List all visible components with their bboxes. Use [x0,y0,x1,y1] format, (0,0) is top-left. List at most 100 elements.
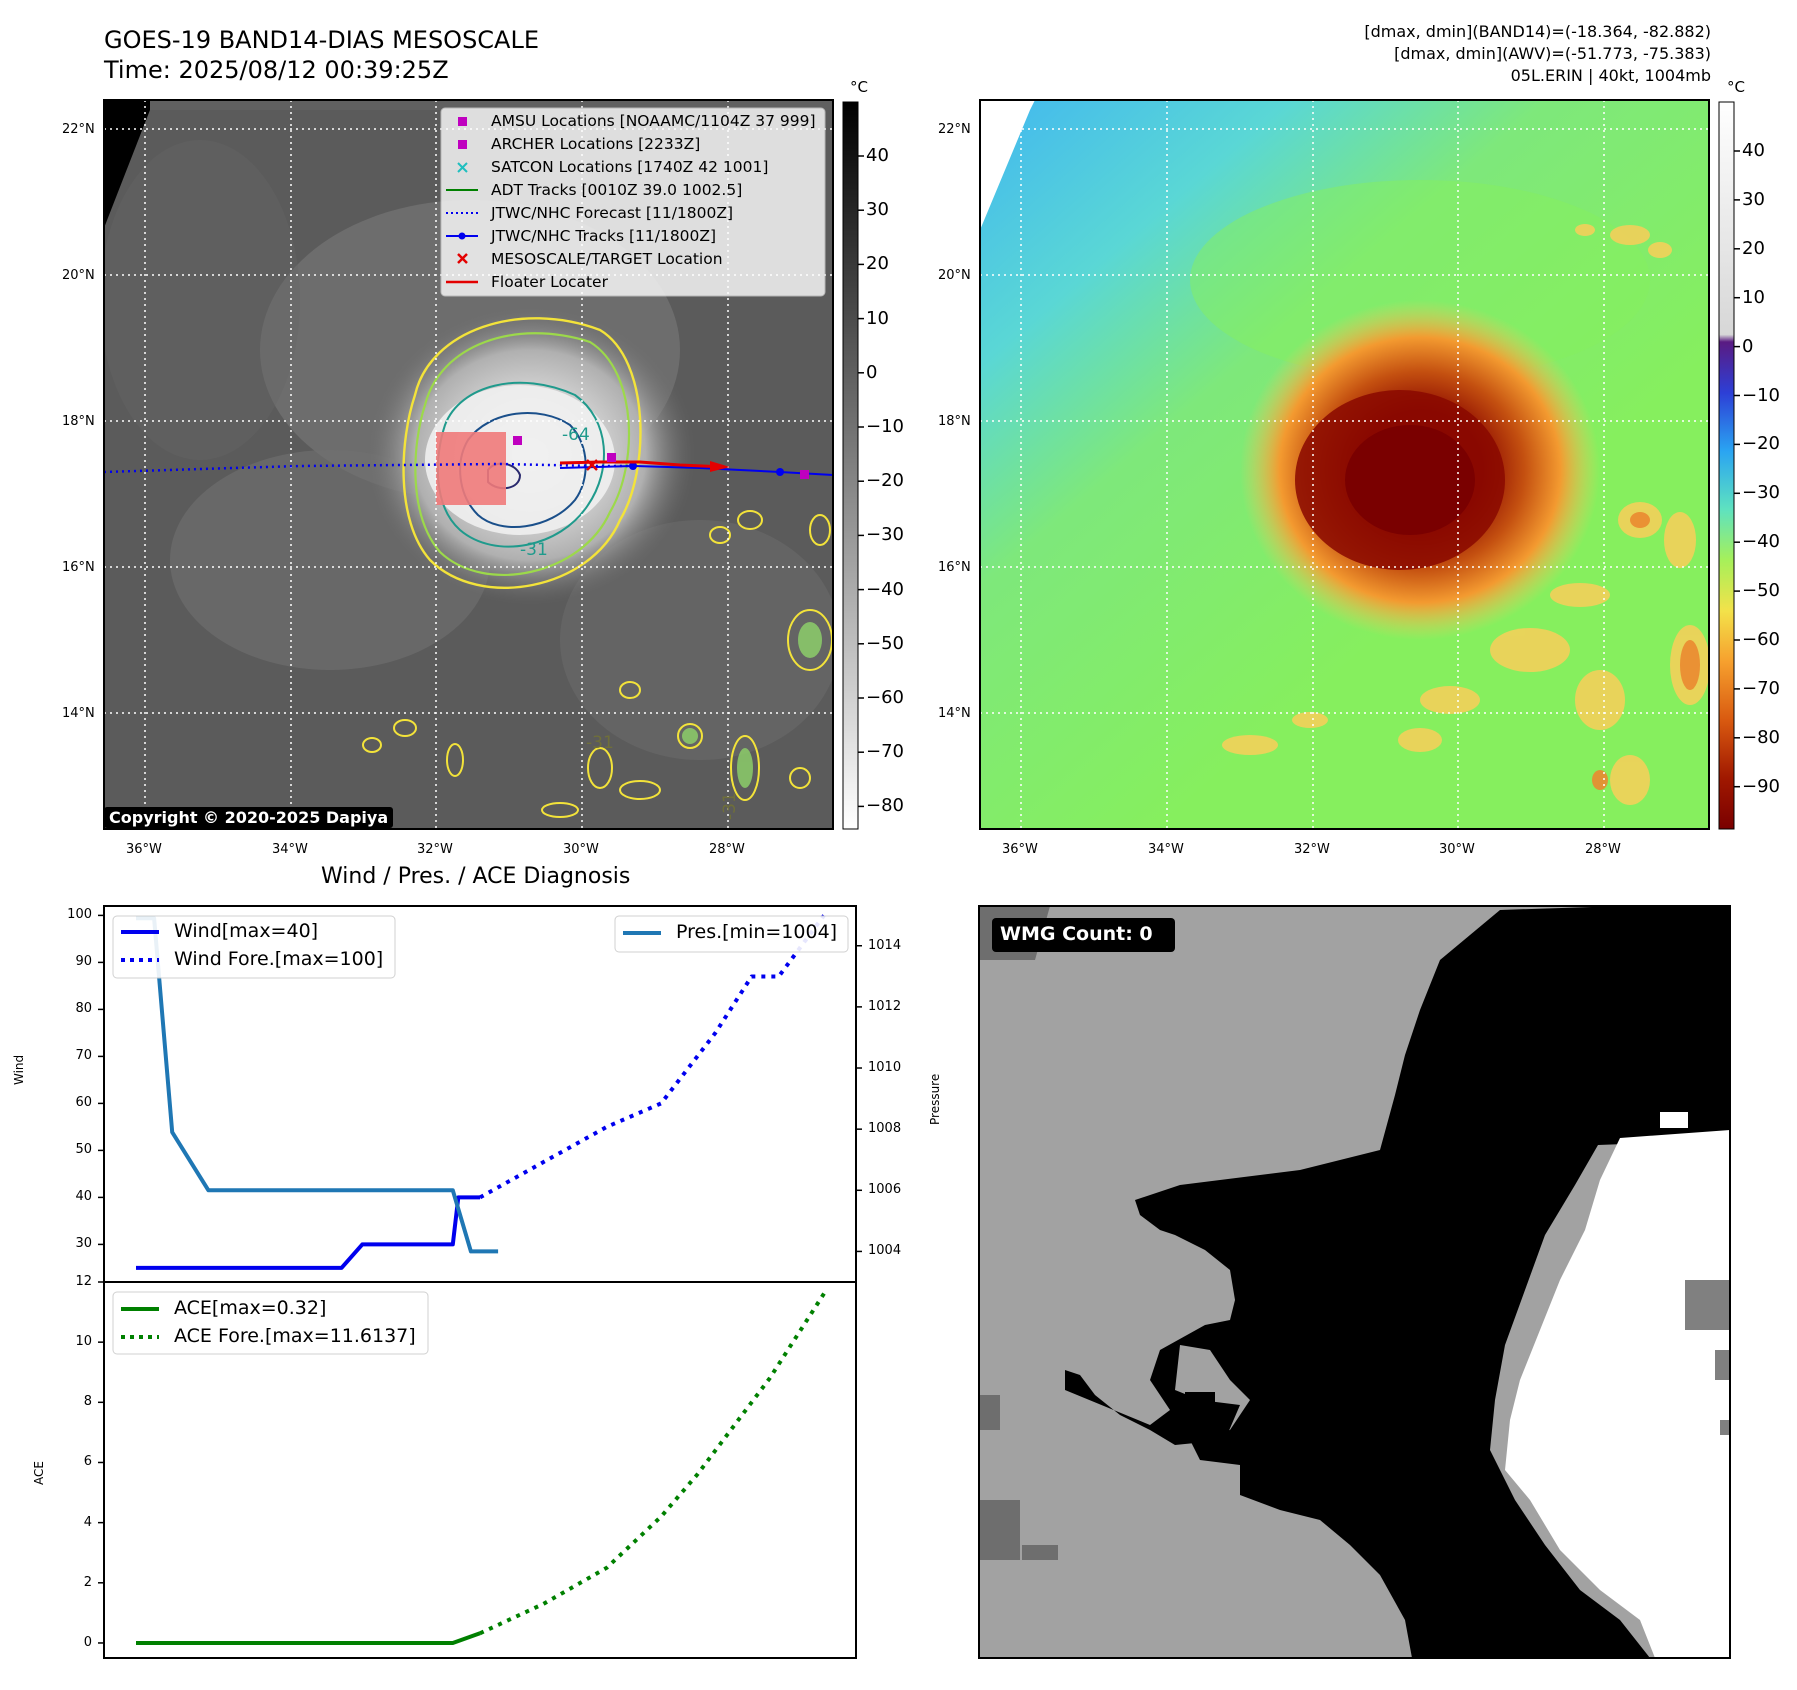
y-tick-label: 90 [75,954,92,970]
diagnosis-title: Wind / Pres. / ACE Diagnosis [321,864,631,889]
legend-marker-archer [458,140,467,149]
colorbar-right-tick-label: −60 [1742,629,1780,650]
contour-label-1: -64 [562,425,590,445]
y-tick-label: 12 [75,1274,92,1289]
y-right-tick-label: 1014 [868,937,902,953]
y-right-tick-label: 1012 [868,998,902,1014]
colorbar-left-tick-label: −20 [866,470,904,492]
y-right-tick-label: 1004 [868,1243,902,1259]
y-tick-label: 4 [83,1514,92,1530]
series-ace-max-0-32 [136,1631,481,1645]
info-line2: [dmax, dmin](AWV)=(-51.773, -75.383) [1394,44,1711,63]
lon-label-36w-left: 36°W [126,842,162,857]
lat-label-16n-right: 16°N [938,560,971,575]
legend-label-tracks: JTWC/NHC Tracks [11/1800Z] [491,227,717,245]
y-tick-label: 2 [83,1574,92,1590]
legend-label-wind: Wind[max=40] [174,920,319,942]
series-wind-max-40 [136,1195,480,1270]
colorbar-left [842,101,859,830]
y-right-tick-label: 1006 [868,1182,902,1198]
legend-label-amsu: AMSU Locations [NOAAMC/1104Z 37 999] [491,112,816,130]
lon-label-34w-right: 34°W [1148,842,1184,857]
y-right-tick-label: 1008 [868,1121,902,1137]
lon-label-32w-left: 32°W [417,842,453,857]
y-tick-label: 50 [75,1142,92,1158]
legend-label-adt: ADT Tracks [0010Z 39.0 1002.5] [491,181,743,199]
info-line3: 05L.ERIN | 40kt, 1004mb [1510,66,1711,85]
ace-plot [98,1281,826,1645]
y-right-tick-label: 1010 [868,1060,902,1076]
colorbar-left-tick-label: −30 [866,524,904,546]
colorbar-right [1718,101,1735,830]
legend-marker-mesoscale [457,253,468,264]
y-tick-label: 10 [75,1334,92,1350]
lat-label-22n-right: 22°N [938,122,971,137]
y-tick-label: 0 [83,1634,92,1650]
legend-label-forecast: JTWC/NHC Forecast [11/1800Z] [491,204,734,222]
figure-title-line1: GOES-19 BAND14-DIAS MESOSCALE [104,26,540,54]
y-tick-label: 6 [83,1454,92,1470]
y-tick-label: 80 [75,1001,92,1017]
map-legend [440,107,826,297]
contour-label-3: -31 [586,733,614,753]
info-line1: [dmax, dmin](BAND14)=(-18.364, -82.882) [1364,22,1711,41]
lat-label-16n-left: 16°N [62,560,95,575]
lon-label-28w-left: 28°W [709,842,745,857]
colorbar-right-tick-label: −20 [1742,433,1780,455]
legend-marker-satcon [457,162,468,173]
colorbar-left-tick-label: 10 [866,307,889,329]
pressure-ylabel: Pressure [928,1073,942,1125]
lon-label-30w-right: 30°W [1439,842,1475,857]
y-tick-label: 70 [75,1048,92,1064]
colorbar-left-unit: °C [850,78,868,96]
figure-title-line2: Time: 2025/08/12 00:39:25Z [104,56,449,84]
y-tick-label: 100 [67,907,92,923]
wmg-count-label: WMG Count: 0 [1000,923,1153,945]
wmg-panel [979,906,1730,1658]
legend-marker-tracks [446,232,478,240]
lon-label-30w-left: 30°W [563,842,599,857]
lon-label-34w-left: 34°W [272,842,308,857]
legend-label-pres: Pres.[min=1004] [676,921,838,943]
series-wind-fore-max-100 [479,914,826,1200]
lon-label-32w-right: 32°W [1294,842,1330,857]
lat-label-20n-right: 20°N [938,268,971,283]
series-ace-fore-max-11-6137 [479,1292,826,1636]
colorbar-left-tick-label: −10 [866,416,904,437]
colorbar-left-tick-label: −60 [866,687,904,708]
lat-label-20n-left: 20°N [62,268,95,283]
copyright-badge: Copyright © 2020-2025 Dapiya [104,807,394,828]
wind-legend [112,915,396,979]
y-tick-label: 30 [75,1236,92,1252]
ace-ylabel: ACE [32,1461,46,1485]
lon-label-28w-right: 28°W [1585,842,1621,857]
lat-label-18n-left: 18°N [62,414,95,429]
legend-label-floater: Floater Locater [491,273,608,291]
colorbar-right-tick-label: −10 [1742,384,1780,406]
colorbar-left-tick-label: 0 [866,361,878,383]
colorbar-right-tick-label: 30 [1742,188,1765,210]
legend-label-ace: ACE[max=0.32] [174,1297,327,1319]
pressure-legend [614,915,849,953]
legend-label-wind-fore: Wind Fore.[max=100] [174,948,384,970]
lat-label-18n-right: 18°N [938,414,971,429]
legend-label-ace-fore: ACE Fore.[max=11.6137] [174,1325,416,1347]
legend-label-satcon: SATCON Locations [1740Z 42 1001] [491,158,769,176]
legend-label-mesoscale: MESOSCALE/TARGET Location [491,250,723,268]
colorbar-left-tick-label: 40 [866,145,889,166]
lat-label-14n-right: 14°N [938,706,971,721]
lat-label-14n-left: 14°N [62,706,95,721]
colorbar-left-tick-label: −70 [866,741,904,763]
colorbar-right-tick-label: 20 [1742,237,1765,259]
colorbar-right-tick-label: 0 [1742,335,1754,357]
colorbar-right-tick-label: −30 [1742,482,1780,504]
wmg-count-badge [992,918,1175,952]
lon-label-36w-right: 36°W [1002,842,1038,857]
colorbar-right-tick-label: 40 [1742,140,1765,161]
colorbar-right-tick-label: −50 [1742,580,1780,602]
legend-marker-amsu [458,117,467,126]
colorbar-right-tick-label: −40 [1742,531,1780,553]
colorbar-left-tick-label: −40 [866,578,904,600]
colorbar-left-tick-label: −80 [866,795,904,817]
